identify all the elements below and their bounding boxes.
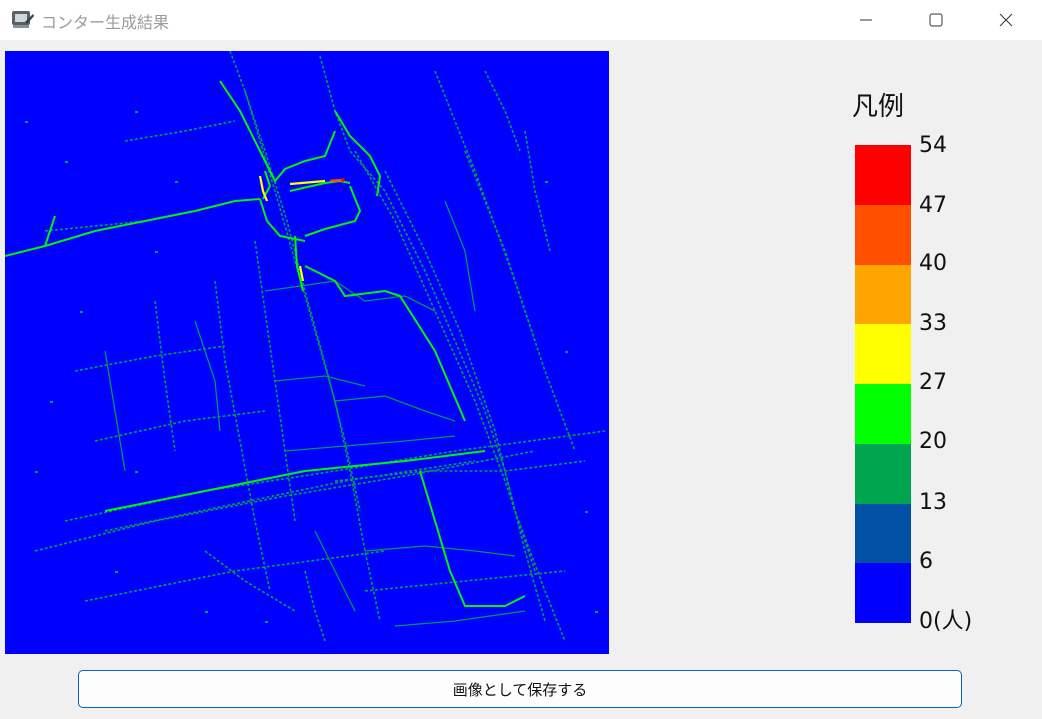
legend-label: 27 xyxy=(919,370,947,395)
contour-map-image xyxy=(5,51,609,654)
legend-color-bar xyxy=(855,145,911,623)
maximize-icon xyxy=(929,13,943,27)
grid-paths xyxy=(104,200,526,627)
legend-label: 40 xyxy=(919,251,947,276)
mid-density-paths xyxy=(5,80,526,607)
legend-swatch xyxy=(855,145,911,205)
save-image-button[interactable]: 画像として保存する xyxy=(78,670,962,708)
peak-density-paths xyxy=(329,178,344,183)
legend-label: 0(人) xyxy=(919,609,973,634)
legend-label: 6 xyxy=(919,549,933,574)
title-bar: コンター生成結果 xyxy=(0,0,1042,40)
scatter-dots xyxy=(25,111,598,623)
legend-swatch xyxy=(855,264,911,325)
legend-title: 凡例 xyxy=(852,92,905,122)
close-button[interactable] xyxy=(971,0,1041,40)
legend-swatch xyxy=(855,563,911,623)
legend-label: 13 xyxy=(919,490,947,515)
legend-label: 33 xyxy=(919,311,947,336)
minimize-icon xyxy=(860,19,872,21)
peak-point xyxy=(341,178,345,182)
legend-label: 54 xyxy=(919,133,947,158)
maximize-button[interactable] xyxy=(901,0,971,40)
legend-swatch xyxy=(855,503,911,564)
legend-swatch xyxy=(855,384,911,444)
map-background xyxy=(5,51,609,654)
legend-swatch xyxy=(855,324,911,384)
high-density-paths xyxy=(258,175,326,282)
legend-swatch xyxy=(855,443,911,504)
legend-label: 20 xyxy=(919,429,947,454)
minimize-button[interactable] xyxy=(831,0,901,40)
legend-label: 47 xyxy=(919,193,947,218)
close-icon xyxy=(999,13,1013,27)
app-icon xyxy=(12,11,34,28)
window-title: コンター生成結果 xyxy=(41,13,170,32)
legend-swatch xyxy=(855,204,911,265)
